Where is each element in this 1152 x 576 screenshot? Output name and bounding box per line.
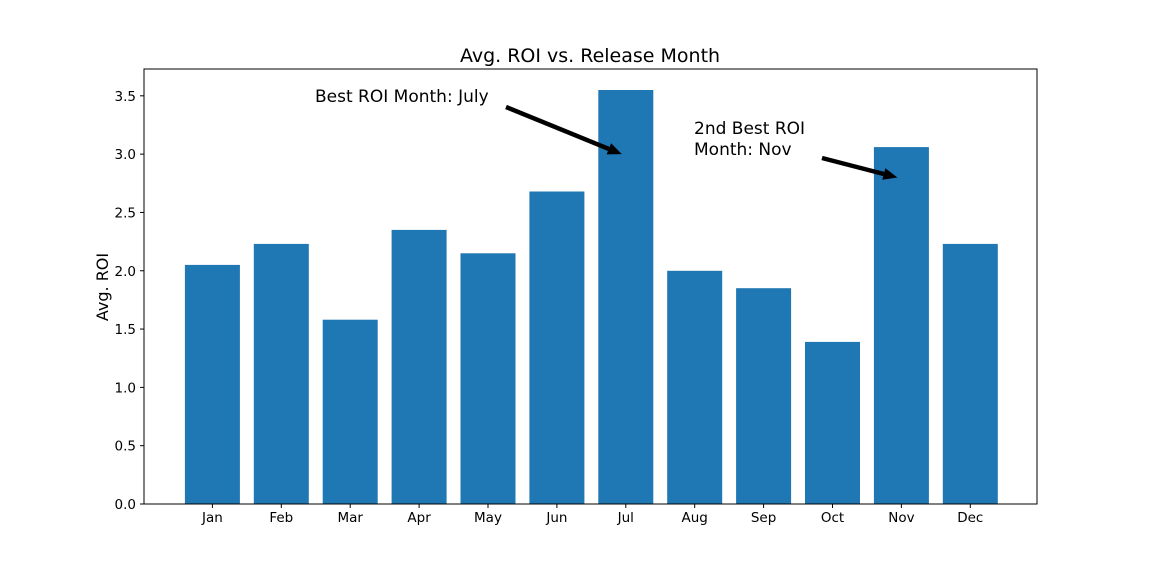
bar-nov: [873, 147, 929, 504]
annotation-text: 2nd Best ROI: [694, 119, 805, 139]
bar-mar: [322, 319, 378, 504]
annotation-arrow-head: [606, 143, 622, 155]
x-tick-label: Apr: [407, 510, 431, 526]
bar-may: [460, 253, 516, 504]
y-tick-label: 1.0: [115, 380, 136, 396]
x-tick-label: Oct: [821, 510, 844, 526]
bar-jul: [598, 90, 654, 504]
y-axis-label: Avg. ROI: [93, 253, 112, 321]
plot-frame: [143, 68, 1038, 505]
y-tick-label: 0.5: [115, 439, 136, 455]
y-tick-label: 2.5: [115, 205, 136, 221]
annotation-arrow-shaft: [505, 104, 610, 151]
x-tick-label: Dec: [957, 510, 983, 526]
annotation-arrow-head: [882, 168, 898, 180]
bar-oct: [805, 341, 860, 504]
bars-group: [184, 90, 998, 504]
annotation-jul: Best ROI Month: July: [315, 87, 622, 155]
x-tick-label: Aug: [682, 510, 708, 526]
bar-dec: [942, 243, 998, 504]
annotation-text: Best ROI Month: July: [315, 87, 489, 107]
y-tick-label: 3.5: [115, 89, 136, 105]
x-tick-label: Sep: [751, 510, 776, 526]
x-tick-label: Mar: [337, 510, 363, 526]
y-ticks-group: 0.0 0.5 1.0 1.5 2.0 2.5 3.0 3.5: [115, 89, 144, 513]
x-tick-label: Nov: [888, 510, 914, 526]
bar-aug: [667, 270, 723, 504]
bar-jun: [529, 191, 585, 504]
x-ticks-group: Jan Feb Mar Apr May Jun Jul Aug Sep Oct Nov Dec: [201, 504, 983, 526]
bar-apr: [391, 229, 447, 504]
annotation-text: Month: Nov: [694, 140, 792, 160]
y-tick-label: 2.0: [115, 264, 136, 280]
x-tick-label: Jul: [617, 510, 634, 526]
y-tick-label: 0.0: [115, 497, 136, 513]
x-tick-label: Jan: [201, 510, 223, 526]
x-tick-label: Feb: [269, 510, 293, 526]
bar-feb: [253, 243, 309, 504]
x-tick-label: May: [474, 510, 502, 526]
chart-title: Avg. ROI vs. Release Month: [460, 45, 720, 67]
y-tick-label: 3.0: [115, 147, 136, 163]
bar-jan: [184, 264, 240, 504]
x-tick-label: Jun: [545, 510, 567, 526]
bar-sep: [736, 288, 792, 504]
y-tick-label: 1.5: [115, 322, 136, 338]
annotation-arrow-shaft: [821, 155, 885, 177]
